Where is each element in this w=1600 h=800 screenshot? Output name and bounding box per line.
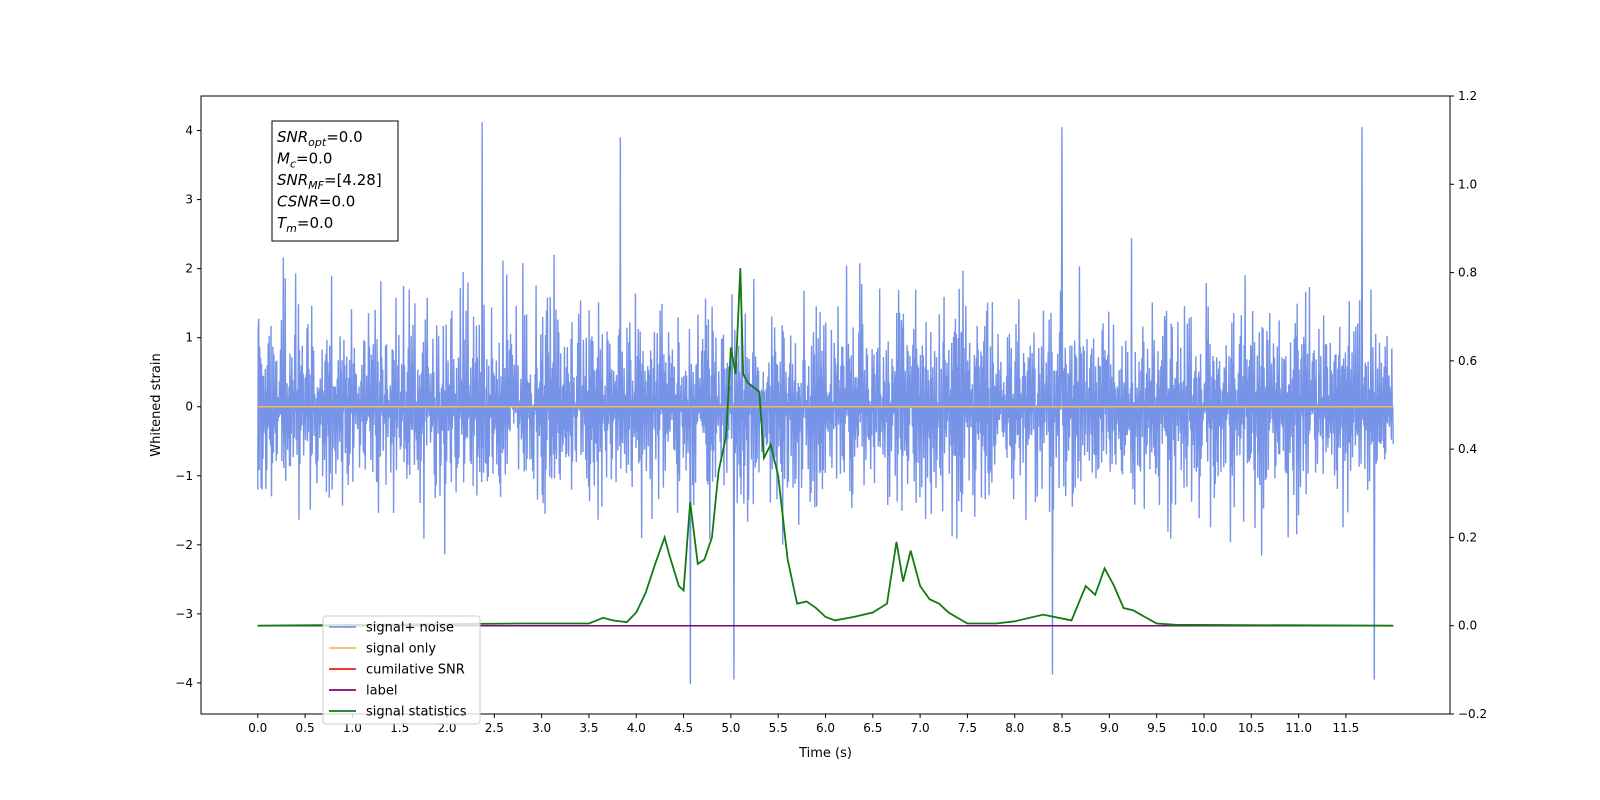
x-tick-label: 3.0 — [532, 721, 551, 735]
series-signal-statistics — [257, 268, 1394, 627]
legend-label: label — [366, 684, 397, 699]
x-tick-label: 6.5 — [863, 721, 882, 735]
y2-tick-label: 0.6 — [1458, 354, 1477, 368]
x-tick-label: 8.0 — [1005, 721, 1024, 735]
annotation-frame — [271, 120, 399, 242]
legend-label: signal statistics — [366, 705, 467, 720]
x-tick-label: 7.0 — [911, 721, 930, 735]
y-tick-label: 3 — [185, 193, 193, 207]
legend: signal+ noise signal only cumilative SNR la… — [322, 615, 481, 725]
x-tick-label: 9.0 — [1100, 721, 1119, 735]
series-line — [257, 268, 1394, 627]
x-tick-label: 2.5 — [485, 721, 504, 735]
x-tick-label: 4.5 — [674, 721, 693, 735]
x-tick-label: 5.5 — [769, 721, 788, 735]
y-axis-left: −4 −3 −2 −1 0 1 2 3 4 — [175, 124, 201, 690]
y-tick-label: 4 — [185, 124, 193, 138]
annotation-line: Mc=0.0 — [277, 150, 332, 171]
series-line — [257, 122, 1394, 685]
x-tick-label: 5.0 — [721, 721, 740, 735]
y-tick-label: 1 — [185, 331, 193, 345]
annotation-line: CSNR=0.0 — [277, 193, 355, 211]
y-tick-label: −3 — [175, 607, 193, 621]
annotation-line: SNRMF=[4.28] — [277, 171, 382, 192]
y2-tick-label: 1.2 — [1458, 89, 1477, 103]
x-tick-label: 4.0 — [627, 721, 646, 735]
series-signal-noise — [257, 122, 1394, 685]
x-tick-label: 7.5 — [958, 721, 977, 735]
x-tick-label: 0.0 — [248, 721, 267, 735]
y2-tick-label: 0.8 — [1458, 266, 1477, 280]
x-tick-label: 11.0 — [1285, 721, 1312, 735]
y-tick-label: −2 — [175, 538, 193, 552]
series-layer — [257, 122, 1394, 685]
legend-label: signal+ noise — [366, 621, 454, 636]
annotation-line: Tm=0.0 — [277, 214, 333, 235]
y-axis-right: −0.2 0.0 0.2 0.4 0.6 0.8 1.0 1.2 — [1450, 89, 1487, 721]
y2-tick-label: −0.2 — [1458, 707, 1487, 721]
x-tick-label: 0.5 — [296, 721, 315, 735]
x-tick-label: 8.5 — [1053, 721, 1072, 735]
legend-label: signal only — [366, 642, 436, 657]
plot-layer — [257, 122, 1394, 685]
legend-frame — [322, 615, 481, 725]
legend-label: cumilative SNR — [366, 663, 465, 678]
y2-tick-label: 0.2 — [1458, 530, 1477, 544]
y-tick-label: 0 — [185, 400, 193, 414]
x-tick-label: 9.5 — [1147, 721, 1166, 735]
y2-tick-label: 1.0 — [1458, 177, 1477, 191]
x-tick-label: 6.0 — [816, 721, 835, 735]
annotation-line: SNRopt=0.0 — [277, 128, 363, 149]
y2-tick-label: 0.0 — [1458, 619, 1477, 633]
x-tick-label: 3.5 — [579, 721, 598, 735]
y2-tick-label: 0.4 — [1458, 442, 1477, 456]
y-tick-label: 2 — [185, 262, 193, 276]
x-tick-label: 11.5 — [1333, 721, 1360, 735]
y-tick-label: −1 — [175, 469, 193, 483]
x-tick-label: 10.5 — [1238, 721, 1265, 735]
y-axis-label: Whitened strain — [149, 353, 164, 456]
y-tick-label: −4 — [175, 676, 193, 690]
x-axis-label: Time (s) — [798, 746, 852, 761]
x-tick-label: 10.0 — [1191, 721, 1218, 735]
